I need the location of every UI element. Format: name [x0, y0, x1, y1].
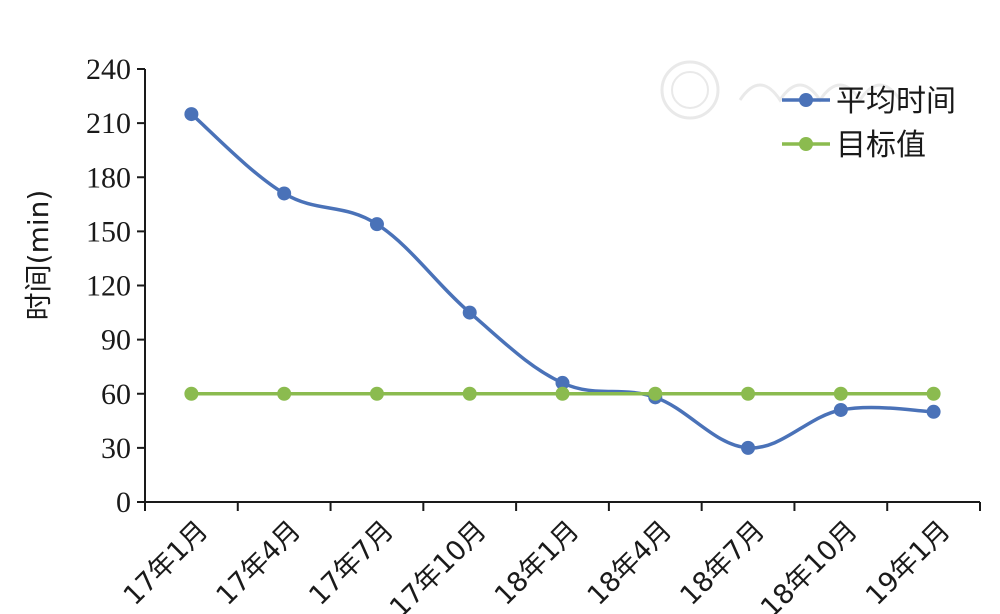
y-tick-label: 0	[116, 486, 131, 519]
legend-item: 平均时间	[782, 84, 956, 119]
x-tick-label: 19年1月	[860, 515, 957, 612]
data-point	[369, 386, 384, 401]
y-tick-label: 210	[86, 107, 131, 140]
y-tick-label: 120	[86, 270, 131, 303]
x-tick-label: 18年1月	[489, 515, 586, 612]
y-tick-labels: 0 30 60 90 120 150 180 210 240	[86, 53, 131, 519]
legend-swatch-marker	[799, 93, 813, 107]
series-layer	[184, 107, 941, 455]
data-point	[926, 404, 941, 419]
data-point	[741, 440, 756, 455]
x-tick-label: 17年1月	[118, 515, 215, 612]
data-point	[277, 186, 292, 201]
legend-swatch-marker	[799, 137, 813, 151]
y-tick-label: 150	[86, 215, 131, 248]
axes	[137, 68, 981, 511]
y-tick-label: 180	[86, 161, 131, 194]
y-axis-label: 时间(min)	[22, 190, 55, 321]
x-tick-label: 18年10月	[755, 515, 864, 614]
series-target-value	[184, 386, 941, 401]
data-point	[555, 375, 570, 390]
data-point	[648, 386, 663, 401]
data-point	[369, 217, 384, 232]
data-point	[833, 386, 848, 401]
x-tick-label: 17年10月	[384, 515, 493, 614]
data-point	[184, 386, 199, 401]
data-point	[833, 402, 848, 417]
x-tick-label: 18年4月	[582, 515, 679, 612]
data-point	[462, 305, 477, 320]
data-point	[741, 386, 756, 401]
y-tick-label: 60	[101, 378, 131, 411]
x-tick-label: 17年7月	[303, 515, 400, 612]
legend-item: 目标值	[782, 128, 926, 163]
x-tick-labels: 17年1月17年4月17年7月17年10月18年1月18年4月18年7月18年1…	[118, 515, 957, 614]
y-tick-label: 30	[101, 432, 131, 465]
x-tick-label: 18年7月	[674, 515, 771, 612]
x-tick-label: 17年4月	[211, 515, 308, 612]
data-point	[462, 386, 477, 401]
legend-label: 平均时间	[836, 84, 956, 119]
legend-label: 目标值	[836, 128, 926, 163]
series-average-time	[184, 107, 941, 455]
data-point	[277, 386, 292, 401]
data-point	[926, 386, 941, 401]
y-tick-label: 90	[101, 324, 131, 357]
y-tick-label: 240	[86, 53, 131, 86]
data-point	[555, 386, 570, 401]
data-point	[184, 107, 199, 122]
